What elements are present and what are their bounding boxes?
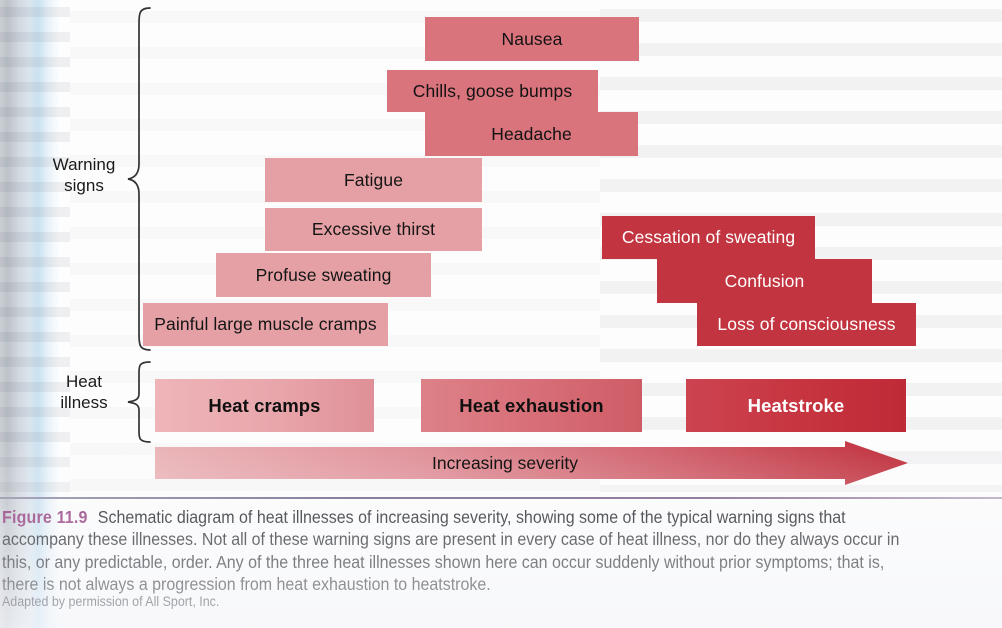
bar-chills-goose-bumps[interactable]: Chills, goose bumps [387, 70, 598, 112]
increasing-severity-arrow: Increasing severity [155, 441, 910, 485]
group-label-heat-illness: Heat illness [38, 372, 130, 413]
bar-label-fatigue: Fatigue [343, 169, 404, 190]
figure-caption-text: Schematic diagram of heat illnesses of i… [2, 507, 900, 595]
bar-label-painful-large-muscle-cramps: Painful large muscle cramps [154, 314, 377, 334]
bar-label-chills-goose-bumps: Chills, goose bumps [412, 80, 573, 101]
brace-heat-illness [127, 361, 151, 443]
bar-label-headache: Headache [491, 123, 572, 144]
figure-credit: Adapted by permission of All Sport, Inc. [2, 594, 220, 609]
caption-divider [0, 497, 1002, 499]
page-bleedthrough-left [0, 0, 70, 492]
bar-label-confusion: Confusion [724, 270, 805, 291]
warning-signs-line-2: signs [64, 175, 104, 195]
bar-label-heatstroke: Heatstroke [747, 394, 845, 416]
figure-caption: Figure 11.9 Schematic diagram of heat ill… [2, 506, 921, 595]
bar-label-loss-of-consciousness: Loss of consciousness [717, 314, 896, 334]
group-label-warning-signs: Warning signs [38, 155, 130, 196]
increasing-severity-label: Increasing severity [432, 452, 578, 473]
bar-heat-cramps[interactable]: Heat cramps [155, 379, 374, 432]
brace-warning-signs [127, 7, 151, 351]
bar-painful-large-muscle-cramps[interactable]: Painful large muscle cramps [143, 303, 388, 346]
heat-illness-line-1: Heat [66, 372, 102, 391]
bar-label-nausea: Nausea [501, 28, 563, 49]
bar-cessation-of-sweating[interactable]: Cessation of sweating [602, 216, 815, 259]
warning-signs-line-1: Warning [52, 155, 116, 174]
bar-excessive-thirst[interactable]: Excessive thirst [265, 208, 482, 251]
bar-confusion[interactable]: Confusion [657, 259, 872, 303]
bar-fatigue[interactable]: Fatigue [265, 158, 482, 202]
bar-headache[interactable]: Headache [425, 112, 638, 156]
bar-heatstroke[interactable]: Heatstroke [686, 379, 906, 432]
bar-label-heat-exhaustion: Heat exhaustion [459, 394, 604, 416]
bar-label-cessation-of-sweating: Cessation of sweating [621, 227, 796, 247]
bar-nausea[interactable]: Nausea [425, 17, 639, 61]
bar-label-profuse-sweating: Profuse sweating [255, 264, 392, 285]
figure-number: Figure 11.9 [2, 507, 88, 527]
bar-label-heat-cramps: Heat cramps [208, 394, 321, 416]
bar-profuse-sweating[interactable]: Profuse sweating [216, 253, 431, 297]
heat-illness-line-2: illness [60, 392, 108, 412]
bar-label-excessive-thirst: Excessive thirst [311, 219, 436, 239]
bar-loss-of-consciousness[interactable]: Loss of consciousness [697, 303, 916, 346]
bar-heat-exhaustion[interactable]: Heat exhaustion [421, 379, 642, 432]
